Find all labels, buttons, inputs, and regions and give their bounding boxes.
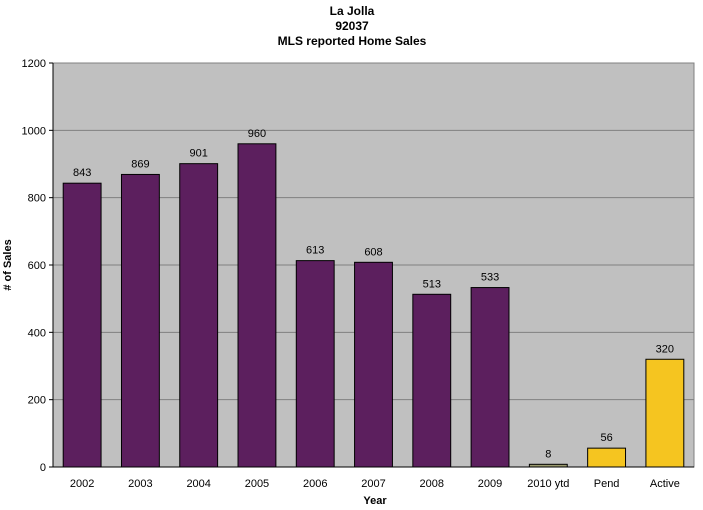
x-tick-label: 2009 bbox=[478, 478, 502, 490]
data-labels: 843 869 901 960 613 608 513 533 8 56 320 bbox=[73, 128, 674, 461]
x-tick-label: 2010 ytd bbox=[527, 478, 569, 490]
bar bbox=[62, 182, 102, 468]
y-tick-label: 1200 bbox=[22, 58, 46, 70]
chart-title: La Jolla 92037 MLS reported Home Sales bbox=[278, 4, 427, 48]
data-label: 320 bbox=[656, 343, 674, 355]
data-label: 513 bbox=[423, 278, 441, 290]
y-axis-ticks: 0 200 400 600 800 1000 1200 bbox=[22, 58, 53, 474]
x-tick-label: Pend bbox=[594, 478, 620, 490]
x-axis-title: Year bbox=[363, 495, 387, 507]
data-label: 869 bbox=[131, 158, 149, 170]
x-tick-label: 2002 bbox=[70, 478, 94, 490]
x-tick-label: 2004 bbox=[186, 478, 210, 490]
bar bbox=[354, 261, 393, 468]
y-axis-title: # of Sales bbox=[2, 239, 14, 290]
data-label: 533 bbox=[481, 272, 499, 284]
data-label: 8 bbox=[545, 448, 551, 460]
data-label: 56 bbox=[600, 432, 612, 444]
data-label: 960 bbox=[248, 128, 266, 140]
y-tick-label: 200 bbox=[28, 395, 46, 407]
y-tick-label: 800 bbox=[28, 193, 46, 205]
bars bbox=[62, 143, 685, 468]
data-label: 608 bbox=[364, 246, 382, 258]
data-label: 843 bbox=[73, 167, 91, 179]
x-axis-ticks: 2002 2003 2004 2005 2006 2007 2008 2009 2010 ytd… bbox=[70, 478, 680, 490]
x-tick-label: Active bbox=[650, 478, 680, 490]
y-tick-label: 400 bbox=[28, 327, 46, 339]
bar bbox=[237, 143, 277, 468]
bar bbox=[120, 173, 160, 468]
chart-title-line-3: MLS reported Home Sales bbox=[278, 34, 427, 48]
chart-title-line-1: La Jolla bbox=[330, 4, 375, 18]
y-tick-label: 0 bbox=[40, 462, 46, 474]
bar bbox=[587, 447, 627, 468]
y-tick-label: 600 bbox=[28, 260, 46, 272]
x-tick-label: 2008 bbox=[420, 478, 444, 490]
bar bbox=[412, 293, 452, 468]
x-tick-label: 2003 bbox=[128, 478, 152, 490]
x-tick-label: 2005 bbox=[245, 478, 269, 490]
bar bbox=[470, 287, 510, 468]
y-tick-label: 1000 bbox=[22, 125, 46, 137]
bar bbox=[179, 163, 219, 468]
chart-title-line-2: 92037 bbox=[335, 19, 369, 33]
bar bbox=[295, 260, 335, 468]
x-tick-label: 2007 bbox=[361, 478, 385, 490]
data-label: 901 bbox=[190, 148, 208, 160]
bar bbox=[645, 358, 685, 468]
x-tick-label: 2006 bbox=[303, 478, 327, 490]
data-label: 613 bbox=[306, 245, 324, 257]
